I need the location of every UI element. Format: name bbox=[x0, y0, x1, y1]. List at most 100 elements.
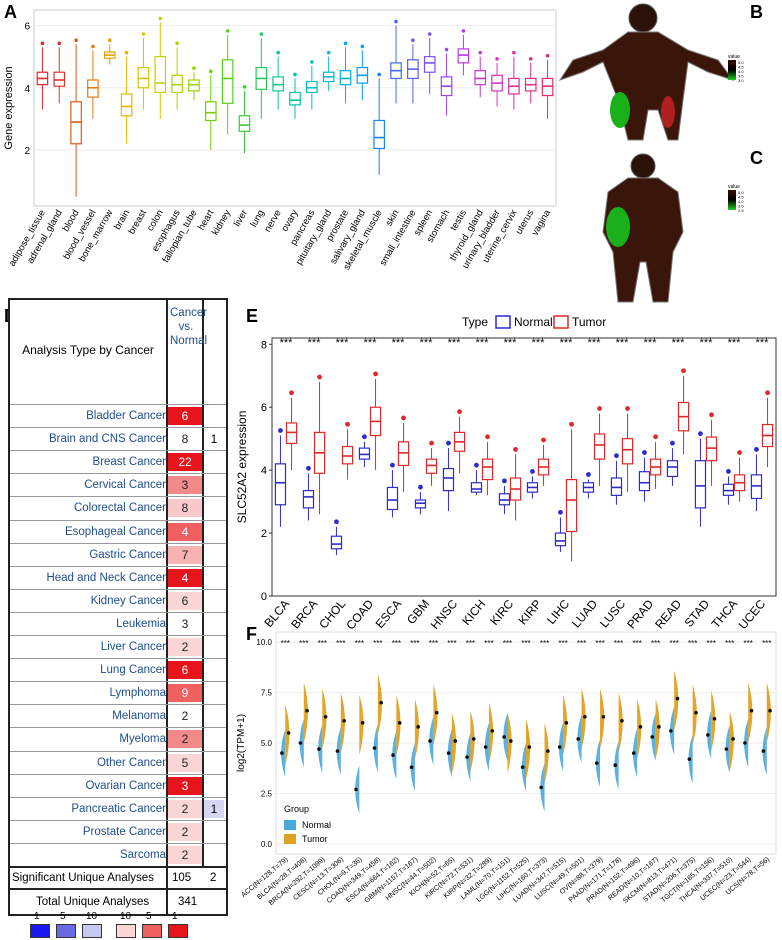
a-outlier bbox=[209, 69, 213, 74]
d-legend-swatch bbox=[142, 924, 162, 938]
e-outlier bbox=[530, 469, 535, 474]
d-up-count: 8 bbox=[168, 499, 202, 518]
a-outlier bbox=[40, 41, 45, 46]
e-outlier bbox=[569, 421, 574, 427]
a-box bbox=[238, 115, 251, 132]
f-normal-median bbox=[391, 753, 395, 757]
d-up-count: 6 bbox=[168, 407, 202, 426]
d-cancer-name[interactable]: Other Cancer bbox=[96, 756, 166, 769]
f-normal-median bbox=[280, 751, 284, 755]
d-cancer-name[interactable]: Sarcoma bbox=[119, 848, 166, 861]
e-box-normal bbox=[302, 489, 315, 509]
a-xtick-label: breast bbox=[126, 208, 149, 237]
f-significance: *** bbox=[373, 639, 382, 648]
f-legend-tumor-label: Tumor bbox=[302, 834, 328, 844]
e-box-normal bbox=[274, 463, 287, 506]
a-box bbox=[154, 56, 167, 94]
e-significance: *** bbox=[364, 337, 378, 349]
d-up-count: 4 bbox=[168, 568, 202, 587]
d-cancer-row: Leukemia 3 bbox=[10, 611, 226, 635]
f-violin-tumor bbox=[637, 698, 642, 760]
body-b-legend-tick: 4.0 bbox=[738, 69, 744, 74]
d-cancer-name[interactable]: Colorectal Cancer bbox=[73, 502, 166, 515]
d-cancer-name[interactable]: Bladder Cancer bbox=[86, 410, 166, 423]
body-c-legend-bar bbox=[728, 190, 736, 210]
d-cancer-name[interactable]: Lung Cancer bbox=[100, 664, 166, 677]
e-outlier bbox=[698, 431, 703, 437]
panel-e-boxplot: 0 2 4 6 8 SLC52A2 expression Type Normal Tumor **… bbox=[235, 315, 777, 630]
d-cancer-name[interactable]: Leukemia bbox=[116, 617, 166, 630]
panel-label-f: F bbox=[246, 624, 257, 644]
d-legend-number: 10 bbox=[86, 911, 98, 922]
f-violin-tumor bbox=[396, 694, 401, 756]
d-cancer-row: Colorectal Cancer 8 bbox=[10, 496, 226, 519]
e-outlier bbox=[670, 440, 675, 446]
d-up-count: 3 bbox=[168, 614, 202, 633]
body-c-legend-tick: 5.0 bbox=[738, 190, 744, 195]
a-outlier bbox=[259, 32, 264, 36]
f-normal-median bbox=[298, 741, 303, 745]
f-tumor-median bbox=[694, 710, 698, 715]
d-up-count: 6 bbox=[168, 591, 202, 610]
e-ytick-label: 8 bbox=[261, 339, 267, 351]
d-cancer-name[interactable]: Myeloma bbox=[119, 733, 166, 746]
a-outlier bbox=[192, 66, 196, 71]
d-header-left: Analysis Type by Cancer bbox=[22, 343, 154, 357]
a-box bbox=[221, 59, 234, 104]
a-box bbox=[120, 93, 133, 117]
d-sig-down: 2 bbox=[210, 872, 217, 884]
f-normal-median bbox=[520, 765, 525, 770]
d-cancer-row: Other Cancer 5 bbox=[10, 750, 226, 774]
d-cancer-row: Lymphoma 9 bbox=[10, 681, 226, 704]
f-violin-tumor bbox=[414, 698, 420, 760]
e-outlier bbox=[765, 390, 770, 396]
a-outlier bbox=[326, 50, 331, 55]
d-up-count: 2 bbox=[168, 707, 202, 726]
a-outlier bbox=[310, 60, 314, 64]
d-up-count: 5 bbox=[168, 753, 202, 772]
a-outlier bbox=[545, 53, 550, 58]
d-cancer-name[interactable]: Esophageal Cancer bbox=[64, 525, 166, 538]
f-significance: *** bbox=[355, 639, 364, 648]
e-outlier bbox=[418, 484, 423, 490]
f-tumor-median bbox=[360, 721, 365, 725]
e-outlier bbox=[401, 415, 406, 421]
d-down-count: 1 bbox=[204, 430, 224, 449]
d-legend-number: 1 bbox=[34, 911, 40, 922]
e-box-tumor bbox=[565, 478, 578, 533]
d-cancer-name[interactable]: Prostate Cancer bbox=[82, 825, 166, 838]
d-cancer-name[interactable]: Melanoma bbox=[112, 710, 166, 723]
d-cancer-name[interactable]: Pancreatic Cancer bbox=[71, 802, 166, 815]
d-cancer-name[interactable]: Liver Cancer bbox=[100, 641, 166, 654]
f-violin-tumor bbox=[748, 682, 753, 743]
d-cancer-name[interactable]: Brain and CNS Cancer bbox=[49, 433, 166, 446]
f-tumor-median bbox=[453, 739, 458, 743]
d-cancer-name[interactable]: Breast Cancer bbox=[92, 456, 166, 469]
a-outlier bbox=[225, 29, 230, 33]
f-tumor-median bbox=[397, 721, 402, 725]
f-violin-tumor bbox=[729, 710, 734, 772]
body-b-legend-tick: 3.0 bbox=[738, 78, 744, 83]
d-cancer-name[interactable]: Gastric Cancer bbox=[89, 548, 166, 561]
e-box-normal bbox=[638, 471, 651, 492]
f-normal-median bbox=[669, 729, 673, 733]
d-legend-swatch bbox=[116, 924, 136, 938]
d-cancer-name[interactable]: Head and Neck Cancer bbox=[46, 571, 166, 584]
d-cancer-name[interactable]: Lymphoma bbox=[109, 687, 166, 700]
e-significance: *** bbox=[392, 337, 406, 349]
f-tumor-median bbox=[657, 725, 661, 729]
f-ytick-label: 0.0 bbox=[261, 840, 273, 849]
e-box-normal bbox=[694, 460, 707, 509]
f-violin-tumor bbox=[507, 712, 512, 774]
d-up-count: 2 bbox=[168, 845, 202, 864]
f-violin-tumor bbox=[377, 674, 383, 735]
d-cancer-name[interactable]: Kidney Cancer bbox=[90, 594, 166, 607]
body-expression-maps: value value 5.04.54.03.53.05.04.54.03.52… bbox=[558, 3, 744, 303]
d-cancer-name[interactable]: Ovarian Cancer bbox=[85, 779, 166, 792]
a-outlier bbox=[74, 38, 78, 43]
f-violin-tumor bbox=[692, 684, 697, 746]
e-outlier bbox=[362, 434, 367, 440]
f-normal-median bbox=[576, 737, 581, 741]
d-cancer-name[interactable]: Cervical Cancer bbox=[84, 479, 166, 492]
f-tumor-median bbox=[434, 710, 439, 715]
